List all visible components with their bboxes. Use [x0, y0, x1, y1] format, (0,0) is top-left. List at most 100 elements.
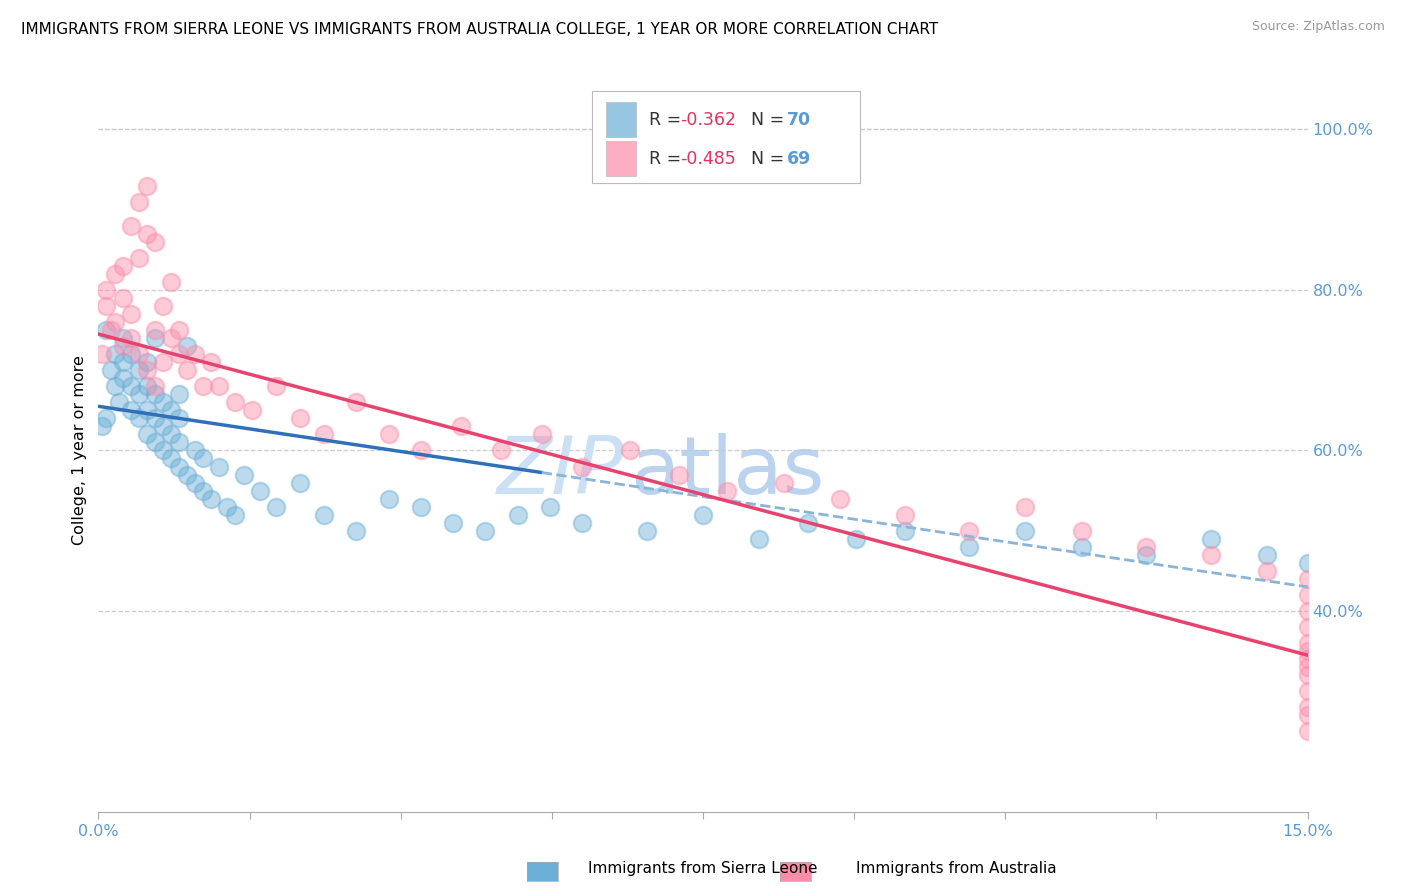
- Point: [1014, 500, 1036, 514]
- FancyBboxPatch shape: [606, 103, 637, 136]
- Point: [1256, 548, 1278, 562]
- Point: [160, 451, 183, 466]
- Point: [184, 443, 207, 458]
- Point: [1296, 684, 1319, 698]
- Point: [193, 451, 215, 466]
- Point: [450, 419, 472, 434]
- Point: [957, 524, 980, 538]
- Point: [491, 443, 513, 458]
- Point: [143, 387, 166, 401]
- Point: [748, 532, 770, 546]
- Point: [103, 315, 125, 329]
- Point: [692, 508, 714, 522]
- Point: [474, 524, 496, 538]
- Point: [797, 516, 820, 530]
- Point: [135, 379, 157, 393]
- Point: [91, 347, 114, 361]
- Point: [152, 419, 174, 434]
- Point: [344, 395, 367, 409]
- Point: [96, 283, 118, 297]
- Point: [135, 178, 157, 193]
- Point: [176, 467, 198, 482]
- Point: [1296, 604, 1319, 618]
- Point: [772, 475, 794, 490]
- Point: [314, 508, 336, 522]
- Point: [845, 532, 868, 546]
- Point: [208, 379, 231, 393]
- FancyBboxPatch shape: [606, 141, 637, 176]
- Point: [1199, 548, 1222, 562]
- Point: [538, 500, 561, 514]
- Point: [193, 483, 215, 498]
- Point: [120, 219, 142, 233]
- Point: [377, 427, 399, 442]
- Point: [1296, 636, 1319, 650]
- Point: [506, 508, 529, 522]
- Point: [184, 475, 207, 490]
- Text: ZIP: ZIP: [498, 434, 624, 511]
- Point: [143, 411, 166, 425]
- Point: [96, 299, 118, 313]
- Point: [111, 355, 134, 369]
- Point: [103, 379, 125, 393]
- Point: [828, 491, 851, 506]
- Point: [1296, 644, 1319, 658]
- Point: [1296, 572, 1319, 586]
- Point: [193, 379, 215, 393]
- Point: [200, 491, 222, 506]
- Point: [107, 395, 129, 409]
- Point: [111, 371, 134, 385]
- Text: 70: 70: [786, 111, 810, 128]
- Text: Immigrants from Australia: Immigrants from Australia: [856, 861, 1056, 876]
- Point: [1296, 660, 1319, 674]
- Point: [1296, 724, 1319, 739]
- Point: [232, 467, 254, 482]
- Point: [152, 355, 174, 369]
- Text: N =: N =: [751, 150, 790, 168]
- Point: [1070, 540, 1092, 554]
- Point: [120, 331, 142, 345]
- Point: [1296, 700, 1319, 714]
- Point: [1296, 620, 1319, 634]
- Point: [128, 347, 150, 361]
- Point: [167, 435, 190, 450]
- Point: [135, 363, 157, 377]
- Point: [1070, 524, 1092, 538]
- Text: atlas: atlas: [630, 434, 825, 511]
- Point: [636, 524, 658, 538]
- Point: [176, 363, 198, 377]
- Point: [96, 323, 118, 337]
- Point: [120, 403, 142, 417]
- Point: [1296, 708, 1319, 723]
- Point: [1199, 532, 1222, 546]
- Point: [91, 419, 114, 434]
- Point: [135, 227, 157, 241]
- Point: [103, 347, 125, 361]
- Point: [1296, 652, 1319, 666]
- Text: Source: ZipAtlas.com: Source: ZipAtlas.com: [1251, 20, 1385, 33]
- Point: [152, 395, 174, 409]
- Point: [893, 508, 915, 522]
- Point: [249, 483, 271, 498]
- Text: R =: R =: [648, 111, 686, 128]
- Point: [224, 395, 246, 409]
- Text: -0.362: -0.362: [681, 111, 735, 128]
- Point: [111, 339, 134, 353]
- Point: [668, 467, 690, 482]
- Point: [143, 323, 166, 337]
- Point: [264, 500, 287, 514]
- Y-axis label: College, 1 year or more: College, 1 year or more: [72, 356, 87, 545]
- Point: [128, 411, 150, 425]
- Text: 69: 69: [786, 150, 811, 168]
- Point: [176, 339, 198, 353]
- Text: IMMIGRANTS FROM SIERRA LEONE VS IMMIGRANTS FROM AUSTRALIA COLLEGE, 1 YEAR OR MOR: IMMIGRANTS FROM SIERRA LEONE VS IMMIGRAN…: [21, 22, 938, 37]
- Point: [409, 443, 432, 458]
- Point: [571, 516, 593, 530]
- Point: [167, 459, 190, 474]
- Point: [1296, 668, 1319, 682]
- Point: [200, 355, 222, 369]
- Point: [314, 427, 336, 442]
- Point: [143, 379, 166, 393]
- Text: R =: R =: [648, 150, 686, 168]
- Point: [167, 387, 190, 401]
